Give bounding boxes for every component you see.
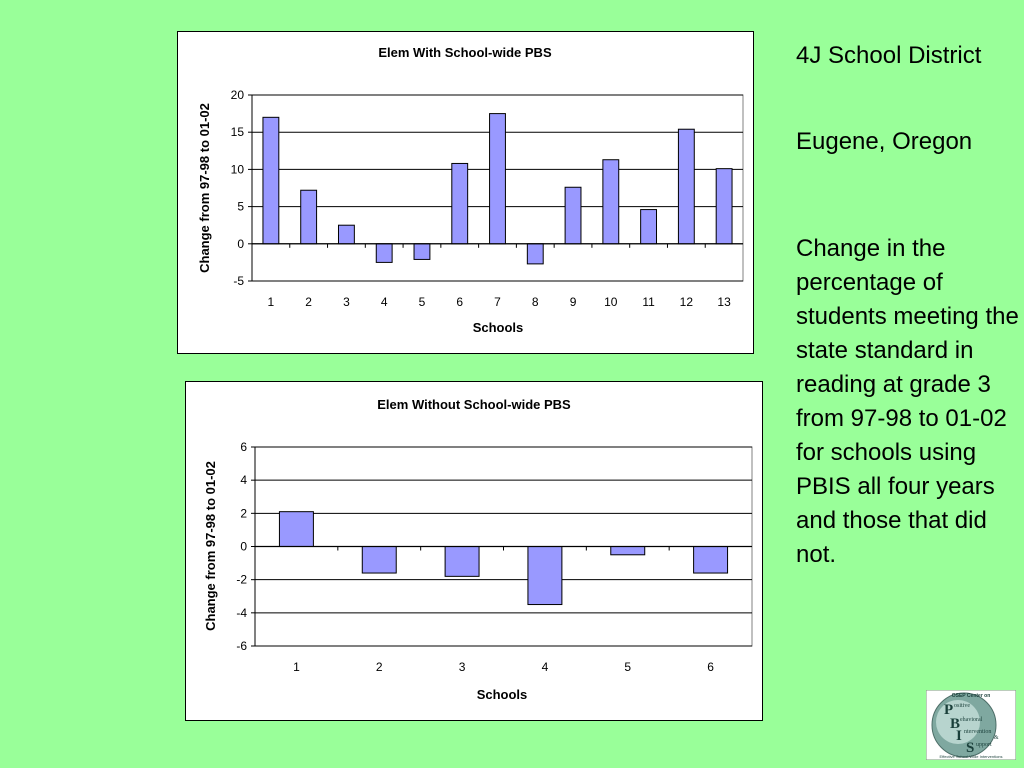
- x-tick-label: 1: [293, 660, 300, 674]
- bar-school-1: [262, 116, 280, 245]
- chart-without-pbs-svg: Elem Without School-wide PBS Schools Cha…: [203, 397, 753, 702]
- x-tick-label: 4: [381, 295, 388, 309]
- logo-word-support: upport: [976, 742, 992, 748]
- logo-initial-i: I: [956, 728, 962, 744]
- pbis-logo: OSEP Center on P ositive B ehavioral I n…: [925, 689, 1017, 761]
- bar-school-6: [451, 162, 469, 245]
- x-tick-label: 2: [376, 660, 383, 674]
- bar-school-1: [278, 511, 314, 548]
- x-tick-label: 3: [343, 295, 350, 309]
- y-tick-label: 15: [231, 125, 245, 139]
- y-tick-label: -5: [233, 274, 244, 288]
- bar-school-3: [444, 546, 480, 577]
- y-tick-label: -6: [236, 639, 247, 653]
- logo-word-intervention: ntervention: [964, 729, 991, 735]
- logo-initial-p: P: [944, 702, 953, 718]
- chart-without-pbs: Elem Without School-wide PBS Schools Cha…: [185, 381, 763, 721]
- y-tick-label: 20: [231, 88, 245, 102]
- y-tick-label: -2: [236, 573, 247, 587]
- x-tick-label: 7: [494, 295, 501, 309]
- y-tick-label: 5: [237, 200, 244, 214]
- x-tick-label: 9: [570, 295, 577, 309]
- bar-school-5: [610, 546, 646, 556]
- bar-school-2: [361, 546, 397, 574]
- chart-title: Elem With School-wide PBS: [378, 45, 552, 60]
- x-tick-label: 2: [305, 295, 312, 309]
- x-tick-label: 6: [456, 295, 463, 309]
- bar-school-2: [300, 189, 318, 245]
- y-tick-label: -4: [236, 606, 247, 620]
- logo-word-behavioral: ehavioral: [960, 717, 983, 723]
- y-tick-label: 0: [237, 237, 244, 251]
- bar-school-8: [526, 243, 544, 265]
- y-tick-label: 4: [240, 473, 247, 487]
- y-tick-label: 0: [240, 540, 247, 554]
- bar-school-3: [337, 224, 355, 245]
- y-axis-title: Change from 97-98 to 01-02: [203, 461, 218, 631]
- x-tick-label: 10: [604, 295, 618, 309]
- logo-initial-b: B: [950, 716, 960, 732]
- bar-school-9: [564, 186, 582, 245]
- x-tick-label: 12: [680, 295, 694, 309]
- logo-initial-s: S: [966, 740, 974, 756]
- x-axis-title: Schools: [477, 687, 528, 702]
- location-label: Eugene, Oregon: [796, 128, 973, 155]
- bar-school-10: [602, 159, 620, 245]
- x-tick-label: 5: [624, 660, 631, 674]
- y-tick-label: 10: [231, 162, 245, 176]
- bar-school-12: [677, 128, 695, 245]
- logo-word-positive: ositive: [954, 703, 970, 709]
- x-tick-label: 1: [268, 295, 275, 309]
- x-axis-title: Schools: [473, 320, 524, 335]
- bar-school-4: [375, 243, 393, 263]
- x-tick-label: 3: [459, 660, 466, 674]
- chart-with-pbs-svg: Elem With School-wide PBS Schools Change…: [197, 45, 744, 335]
- y-tick-label: 6: [240, 440, 247, 454]
- bar-school-11: [640, 209, 658, 245]
- bar-school-5: [413, 243, 431, 260]
- bar-school-4: [527, 546, 563, 606]
- x-tick-label: 8: [532, 295, 539, 309]
- description-text: Change in the percentage of students mee…: [796, 235, 1019, 568]
- chart-with-pbs: Elem With School-wide PBS Schools Change…: [177, 31, 754, 354]
- y-tick-label: 2: [240, 506, 247, 520]
- x-tick-label: 4: [542, 660, 549, 674]
- bar-school-6: [693, 546, 729, 574]
- logo-header: OSEP Center on: [952, 693, 991, 699]
- x-tick-label: 6: [707, 660, 714, 674]
- y-axis-title: Change from 97-98 to 01-02: [197, 103, 212, 273]
- x-tick-label: 11: [642, 295, 655, 309]
- x-tick-label: 13: [717, 295, 731, 309]
- logo-ampersand: &: [994, 735, 999, 741]
- x-tick-label: 5: [419, 295, 426, 309]
- district-label: 4J School District: [796, 42, 982, 69]
- bar-school-7: [489, 113, 506, 245]
- logo-footer: Effective School-Wide Interventions: [939, 754, 1002, 759]
- bar-school-13: [715, 168, 733, 245]
- pbis-logo-image: OSEP Center on P ositive B ehavioral I n…: [925, 689, 1017, 761]
- chart-title: Elem Without School-wide PBS: [377, 397, 571, 412]
